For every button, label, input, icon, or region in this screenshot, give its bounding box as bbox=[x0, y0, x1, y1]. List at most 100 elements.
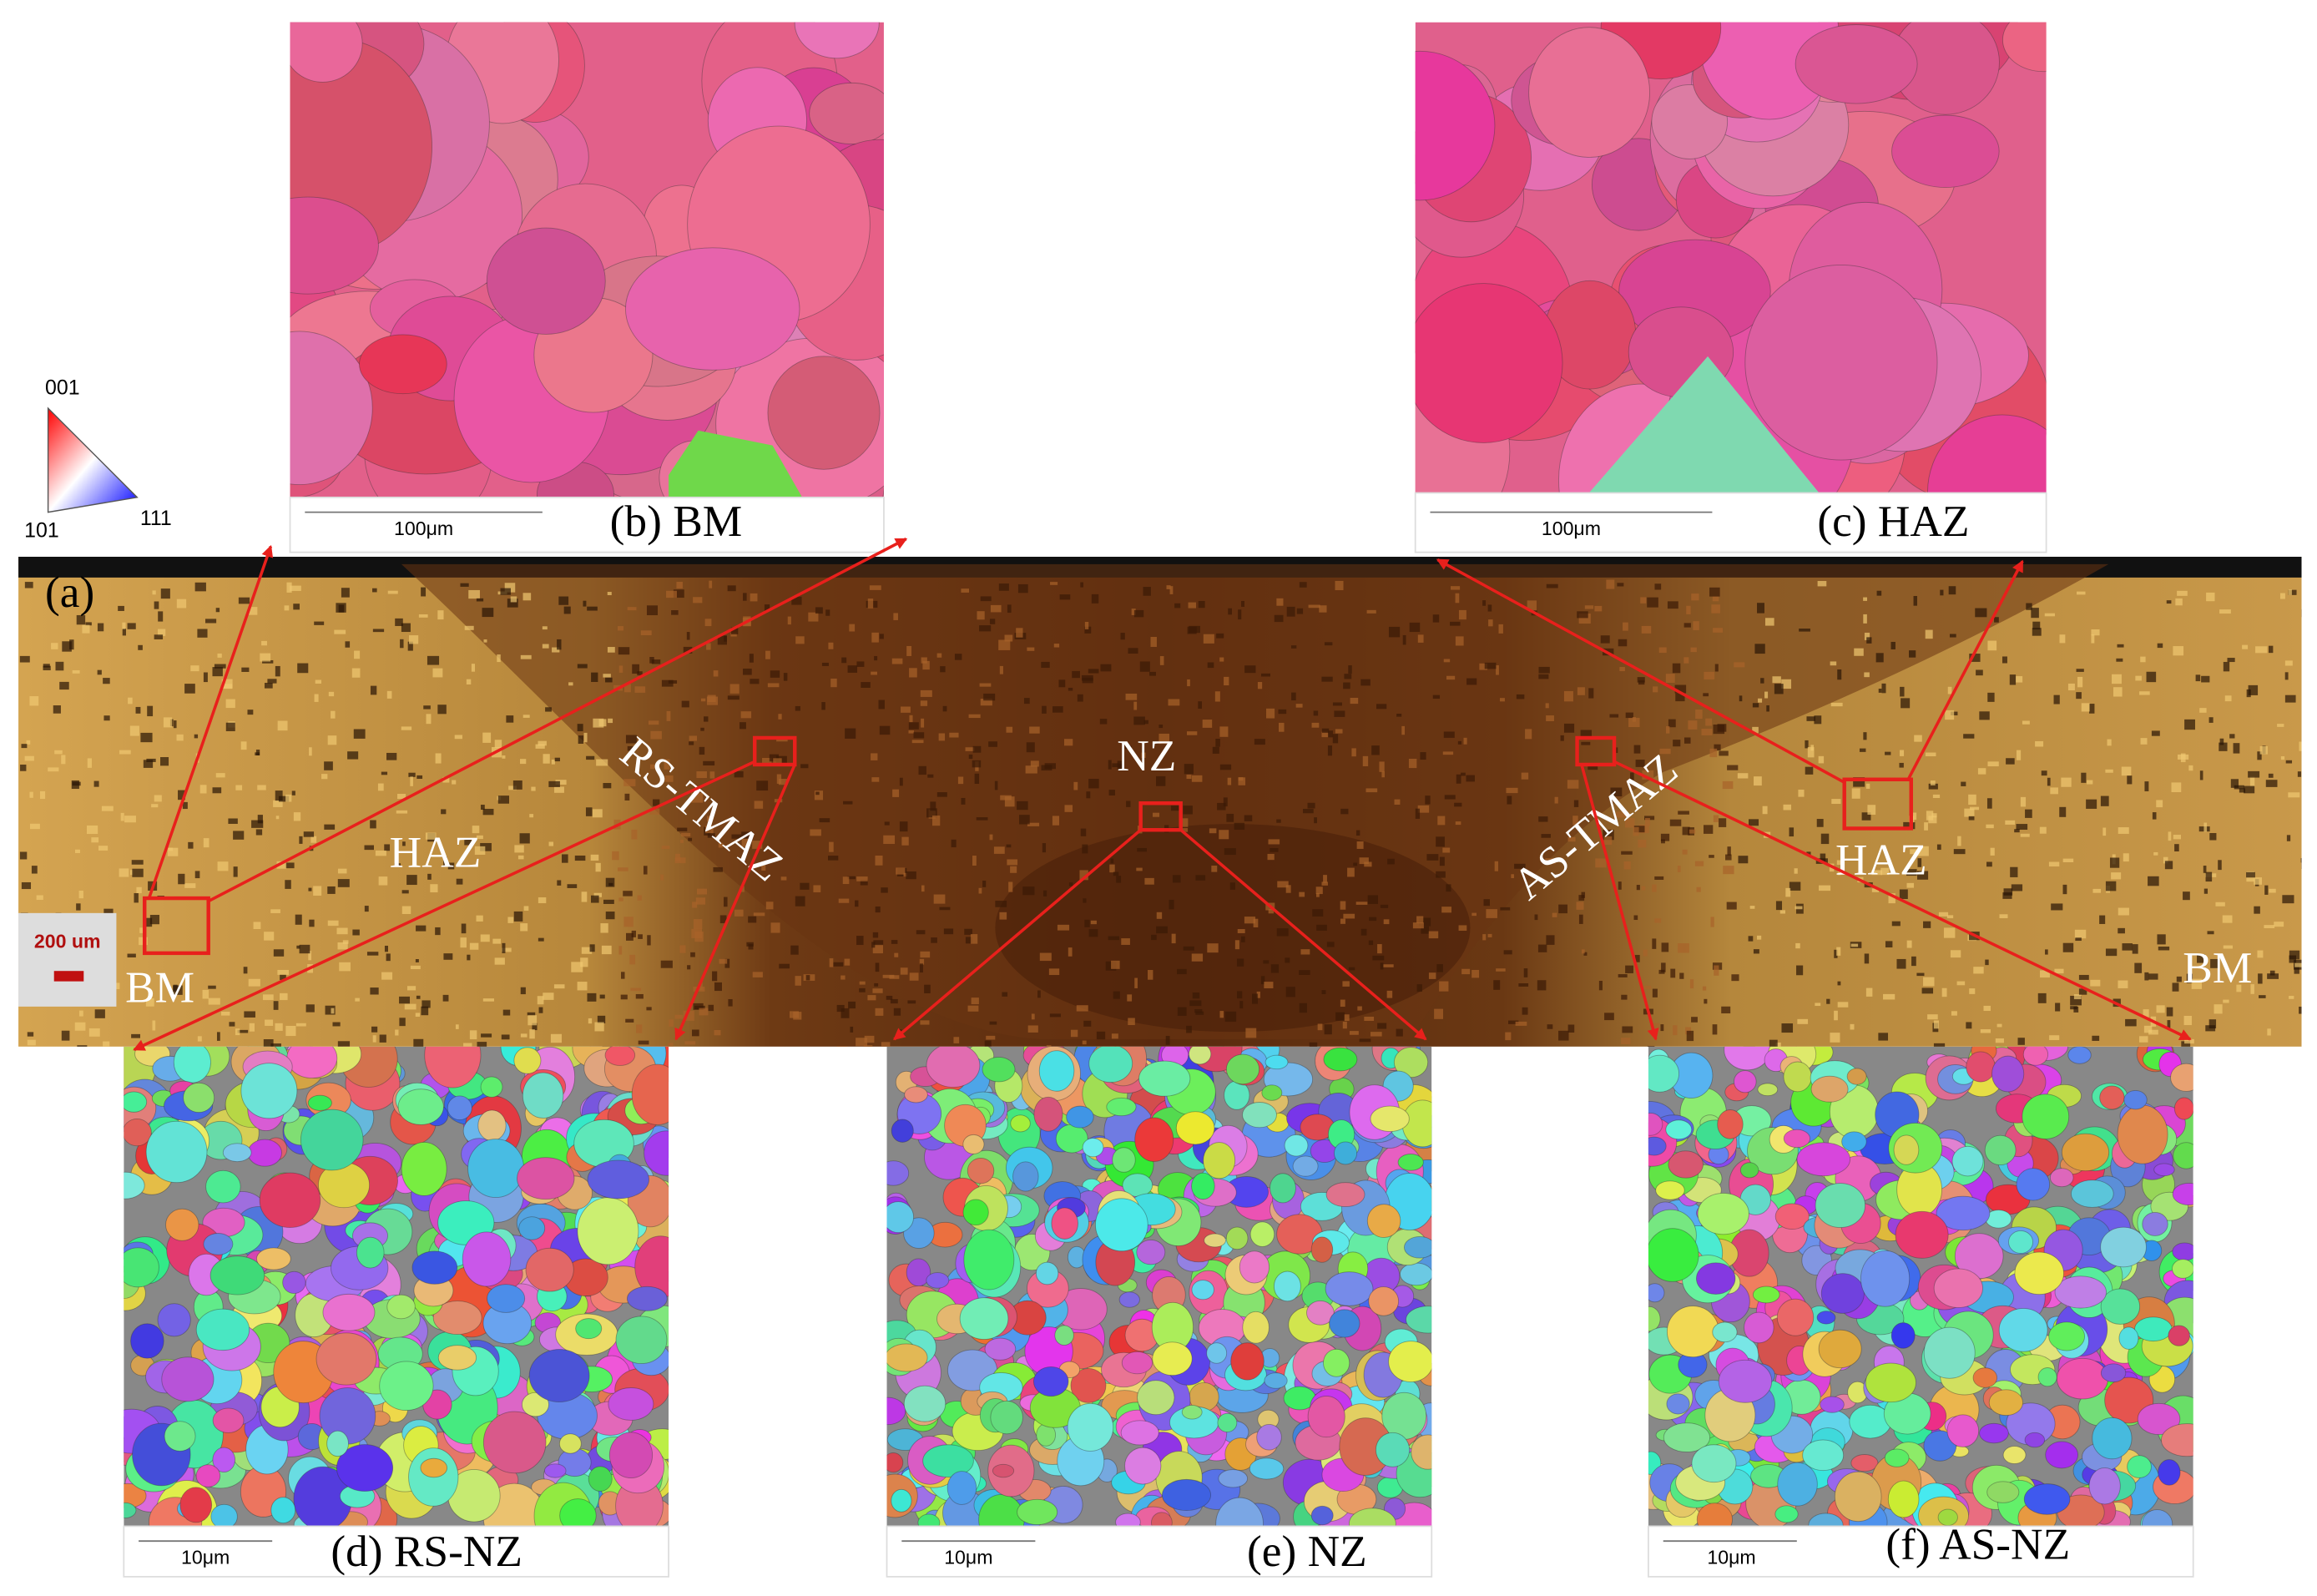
texture bbox=[377, 783, 384, 791]
texture bbox=[607, 647, 615, 653]
texture bbox=[416, 925, 427, 932]
texture bbox=[1290, 645, 1297, 649]
texture bbox=[442, 776, 450, 783]
texture bbox=[2168, 1325, 2190, 1346]
texture bbox=[1083, 1020, 1092, 1027]
texture bbox=[1072, 670, 1080, 679]
texture bbox=[494, 740, 502, 748]
texture bbox=[476, 835, 483, 840]
texture bbox=[1726, 902, 1737, 910]
texture bbox=[337, 879, 350, 887]
texture bbox=[847, 876, 856, 880]
texture bbox=[147, 705, 154, 717]
texture bbox=[805, 975, 810, 981]
texture bbox=[1598, 981, 1603, 991]
texture bbox=[691, 792, 704, 803]
texture bbox=[1547, 1024, 1553, 1029]
texture bbox=[1670, 968, 1676, 978]
texture bbox=[1739, 1162, 1759, 1179]
texture bbox=[1348, 967, 1355, 971]
texture bbox=[507, 598, 518, 608]
texture bbox=[1042, 843, 1047, 853]
texture bbox=[990, 604, 1002, 613]
texture bbox=[2186, 973, 2193, 983]
texture bbox=[927, 774, 934, 778]
texture bbox=[416, 775, 423, 779]
arrow bbox=[893, 828, 1142, 1041]
texture bbox=[1693, 621, 1699, 630]
texture bbox=[1666, 725, 1670, 734]
texture bbox=[979, 625, 992, 632]
texture bbox=[727, 585, 736, 592]
texture bbox=[238, 597, 250, 604]
texture bbox=[2016, 750, 2022, 760]
texture bbox=[315, 679, 322, 684]
texture bbox=[1667, 601, 1678, 609]
texture bbox=[1242, 1311, 1270, 1344]
texture bbox=[795, 705, 800, 711]
texture bbox=[571, 962, 583, 972]
texture bbox=[1027, 647, 1035, 651]
texture bbox=[2118, 927, 2125, 934]
texture bbox=[2076, 692, 2082, 700]
texture bbox=[982, 880, 987, 887]
texture bbox=[1105, 961, 1117, 971]
texture bbox=[1581, 891, 1586, 898]
texture bbox=[1299, 1003, 1307, 1013]
texture bbox=[1401, 1099, 1432, 1148]
texture bbox=[395, 1029, 399, 1036]
texture bbox=[1417, 805, 1430, 813]
texture bbox=[1815, 1003, 1821, 1007]
texture bbox=[753, 912, 765, 917]
texture bbox=[1471, 912, 1477, 917]
texture bbox=[122, 622, 126, 629]
texture bbox=[2267, 1028, 2271, 1036]
texture bbox=[1214, 691, 1220, 702]
texture bbox=[780, 876, 787, 881]
texture bbox=[2100, 795, 2109, 806]
texture bbox=[1136, 867, 1143, 871]
region-label: HAZ bbox=[1835, 834, 1927, 884]
texture bbox=[464, 625, 474, 630]
texture bbox=[922, 1444, 974, 1478]
texture bbox=[1621, 851, 1633, 855]
texture bbox=[1206, 1342, 1228, 1364]
texture bbox=[638, 934, 643, 939]
texture bbox=[122, 628, 126, 636]
texture bbox=[300, 1109, 364, 1171]
texture bbox=[1928, 816, 1937, 824]
texture bbox=[1187, 626, 1197, 634]
texture bbox=[1274, 614, 1284, 623]
texture bbox=[455, 1024, 459, 1029]
texture bbox=[1690, 647, 1697, 653]
texture bbox=[2167, 1020, 2171, 1030]
texture bbox=[1983, 1005, 1991, 1012]
texture bbox=[1088, 669, 1099, 674]
texture bbox=[1268, 839, 1280, 845]
texture bbox=[2070, 995, 2082, 1006]
texture bbox=[1976, 669, 1983, 676]
texture bbox=[627, 607, 637, 611]
texture bbox=[225, 699, 235, 709]
texture bbox=[370, 987, 379, 995]
texture bbox=[472, 826, 480, 834]
texture bbox=[2123, 1089, 2148, 1110]
texture bbox=[714, 982, 722, 992]
texture bbox=[1927, 1014, 1938, 1020]
texture bbox=[1266, 708, 1275, 719]
texture bbox=[1921, 987, 1934, 994]
texture bbox=[2300, 858, 2302, 863]
texture bbox=[61, 1030, 70, 1041]
texture bbox=[65, 599, 75, 604]
texture bbox=[1936, 1195, 1991, 1231]
texture bbox=[886, 1396, 906, 1426]
texture bbox=[2246, 689, 2251, 698]
texture bbox=[173, 720, 177, 729]
texture bbox=[859, 987, 866, 992]
texture bbox=[740, 711, 752, 719]
texture bbox=[1996, 1023, 2002, 1028]
texture bbox=[280, 974, 286, 981]
texture bbox=[378, 876, 388, 886]
texture bbox=[39, 790, 46, 800]
texture bbox=[1406, 1306, 1432, 1334]
